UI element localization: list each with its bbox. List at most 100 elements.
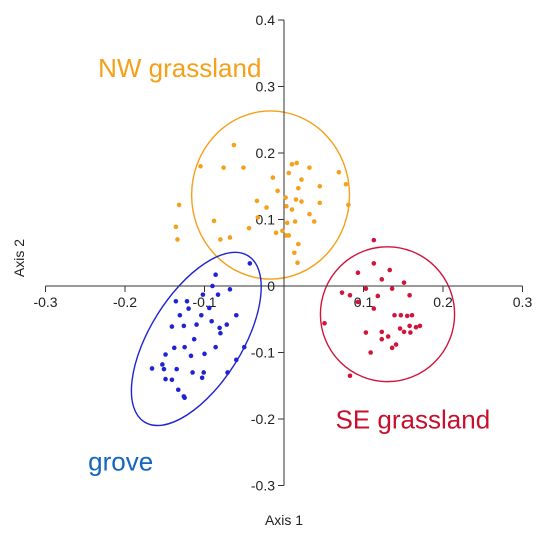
y-tick-label: 0.1 [256, 212, 276, 228]
data-point [186, 306, 191, 311]
data-point [275, 188, 280, 194]
data-point [270, 175, 276, 180]
data-point [289, 207, 295, 212]
y-tick-label: -0.2 [251, 411, 275, 427]
group-label: NW grassland [98, 53, 261, 83]
data-point [284, 220, 290, 226]
data-point [213, 344, 218, 350]
data-point [343, 181, 349, 187]
data-point [221, 165, 226, 170]
data-point [182, 344, 187, 350]
data-point [227, 287, 233, 292]
x-tick-label: 0.2 [433, 294, 453, 310]
y-axis-title: Axis 2 [11, 239, 27, 277]
data-point [211, 218, 217, 224]
data-point [224, 322, 230, 327]
y-tick-label: 0.2 [256, 145, 276, 161]
group-label: SE grassland [336, 405, 491, 435]
data-point [273, 230, 279, 236]
y-tick-label: 0.3 [256, 79, 276, 95]
data-point [283, 195, 288, 200]
data-point [188, 353, 194, 359]
data-point [209, 318, 214, 324]
data-point [368, 350, 373, 355]
data-point [198, 164, 203, 169]
data-point [169, 377, 175, 383]
confidence-ellipse [190, 110, 351, 280]
data-point [200, 292, 206, 297]
data-point [149, 366, 155, 371]
data-point [175, 387, 181, 393]
data-point [387, 267, 393, 273]
data-point [215, 292, 221, 297]
data-point [264, 205, 269, 210]
confidence-ellipse [130, 251, 262, 427]
data-point [307, 211, 312, 217]
data-point [317, 183, 323, 189]
data-point [292, 250, 297, 256]
data-point [371, 261, 377, 266]
data-point [311, 219, 317, 224]
data-point [286, 170, 292, 176]
data-point [401, 329, 407, 335]
group-ellipses [130, 110, 456, 427]
data-point [218, 330, 223, 336]
data-point [171, 345, 177, 351]
x-tick-label: 0.3 [513, 294, 533, 310]
data-point [173, 298, 179, 304]
group-label: grove [88, 446, 153, 476]
data-point [375, 293, 381, 299]
data-point [339, 290, 345, 295]
data-point [191, 336, 197, 342]
y-tick-label: -0.3 [251, 478, 275, 494]
data-point [173, 224, 179, 230]
data-point [213, 272, 218, 277]
data-point [397, 326, 403, 331]
data-point [174, 366, 179, 372]
data-point [371, 237, 377, 243]
data-point [284, 203, 289, 209]
data-point [199, 312, 204, 318]
y-axis-ticks: 0.4 0.3 0.2 0.1 0 -0.1 -0.2 -0.3 [251, 12, 284, 494]
data-point [201, 370, 207, 375]
data-point [295, 260, 300, 266]
data-point [317, 200, 323, 206]
data-point [231, 142, 237, 148]
group-labels: NW grassland SE grassland grove [88, 53, 490, 476]
data-point [347, 373, 353, 379]
data-point [289, 162, 295, 167]
data-point [299, 177, 304, 182]
data-point [355, 270, 361, 276]
y-tick-label: 0 [267, 278, 275, 294]
data-point [379, 336, 385, 342]
y-tick-label: 0.4 [256, 12, 276, 28]
data-point [163, 376, 168, 382]
data-point [401, 280, 407, 285]
data-point [169, 324, 175, 329]
data-point [218, 237, 223, 242]
data-point [322, 320, 327, 326]
data-point [160, 362, 165, 367]
data-point [280, 228, 285, 234]
data-point [241, 344, 247, 350]
x-tick-label: -0.2 [113, 294, 137, 310]
data-point [241, 165, 246, 170]
data-point [346, 202, 351, 208]
data-point [225, 370, 230, 375]
data-point [347, 293, 353, 298]
data-point [246, 225, 252, 231]
data-point [247, 261, 253, 266]
data-point [292, 219, 298, 224]
data-point [407, 323, 412, 329]
data-point [393, 342, 399, 347]
data-point [206, 305, 212, 311]
data-point [413, 324, 419, 330]
data-point [336, 169, 342, 175]
data-point [379, 329, 385, 335]
data-point [417, 323, 423, 329]
x-axis-title: Axis 1 [265, 512, 303, 528]
data-point [389, 345, 395, 351]
data-point [177, 312, 183, 318]
data-point [409, 312, 415, 318]
data-point [371, 306, 377, 311]
